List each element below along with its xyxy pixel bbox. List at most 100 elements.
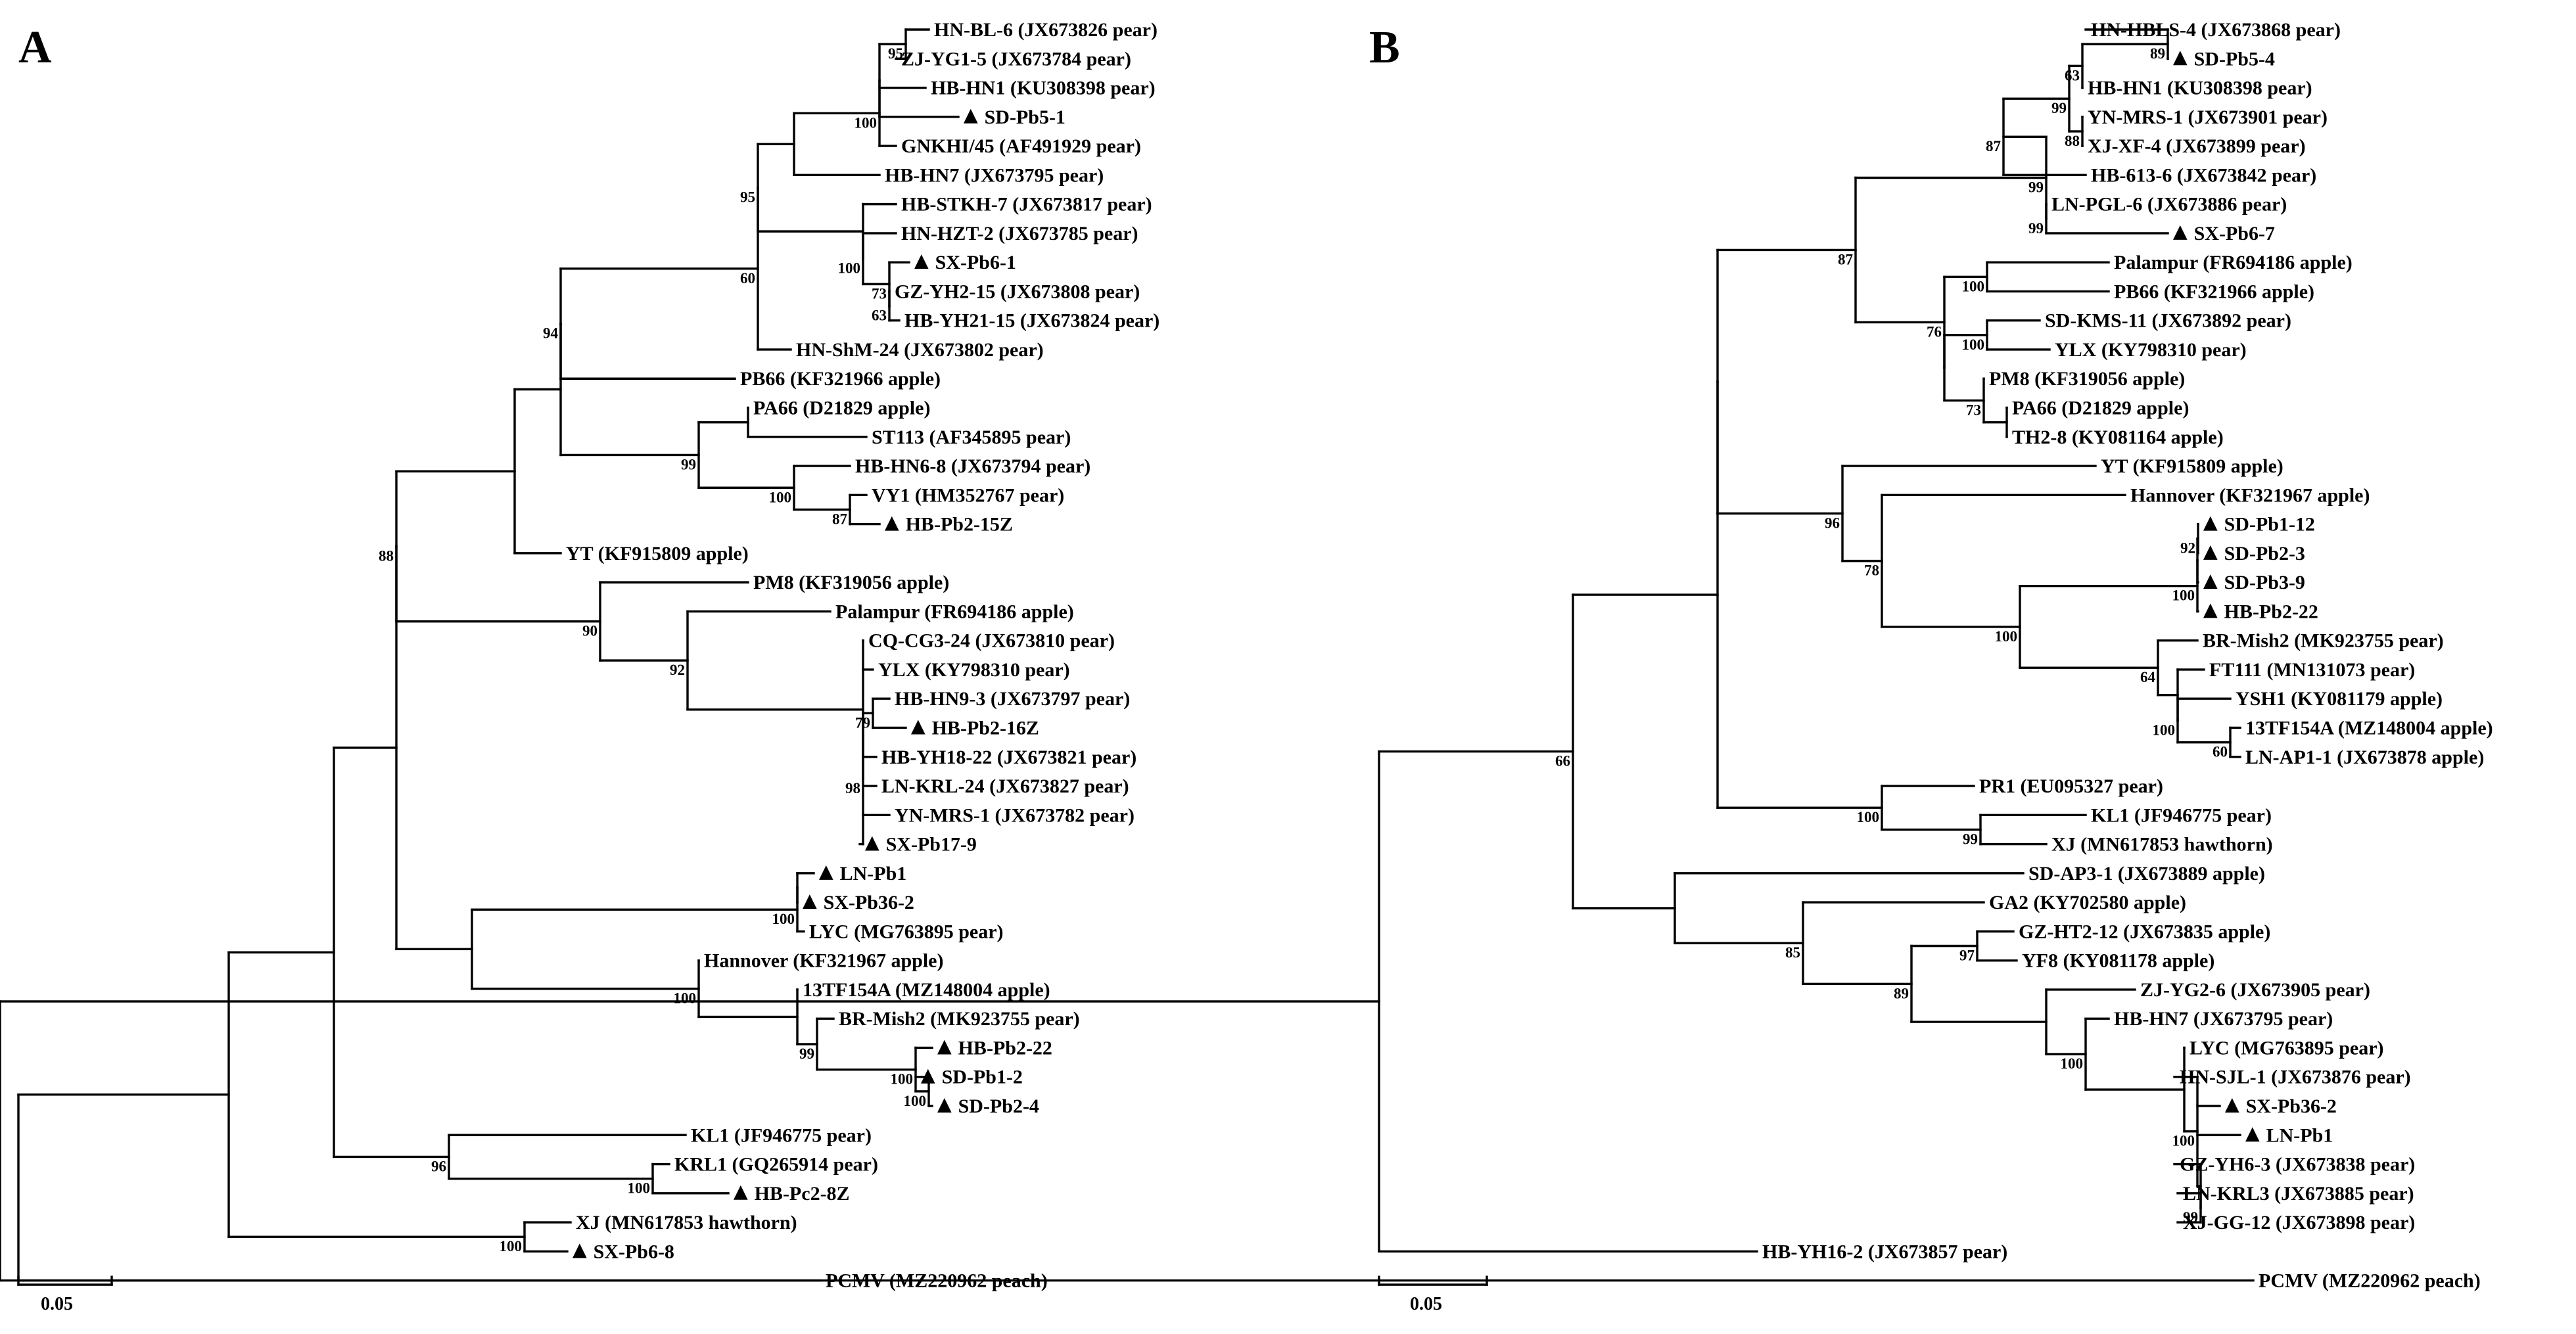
panel-label-b: B bbox=[1369, 22, 1400, 73]
leaf-label: BR-Mish2 (MK923755 pear) bbox=[2203, 630, 2444, 652]
bootstrap-value: 63 bbox=[872, 308, 887, 324]
bootstrap-value: 95 bbox=[740, 189, 755, 206]
leaf-label: GA2 (KY702580 apple) bbox=[1989, 892, 2186, 913]
bootstrap-value: 63 bbox=[2065, 67, 2080, 83]
leaf-label: HB-YH18-22 (JX673821 pear) bbox=[881, 747, 1136, 768]
bootstrap-value: 85 bbox=[1785, 944, 1800, 961]
leaf-label: PB66 (KF321966 apple) bbox=[740, 368, 941, 390]
isolate-marker-icon bbox=[914, 254, 929, 269]
bootstrap-value: 99 bbox=[1963, 831, 1978, 847]
leaf-label: YN-MRS-1 (JX673782 pear) bbox=[895, 804, 1135, 826]
leaf-label: HB-YH21-15 (JX673824 pear) bbox=[904, 310, 1159, 332]
leaf-label: HB-HN1 (KU308398 pear) bbox=[2088, 78, 2312, 99]
leaf-label: TH2-8 (KY081164 apple) bbox=[2012, 426, 2224, 448]
tree-panel-a: 9510063731009560948710099799892908810010… bbox=[17, 19, 1159, 1292]
leaf-label: XJ-GG-12 (JX673898 pear) bbox=[2183, 1212, 2415, 1233]
leaf-label: KL1 (JF946775 pear) bbox=[2091, 804, 2272, 826]
bootstrap-value: 100 bbox=[1995, 628, 2018, 645]
leaf-label: KRL1 (GQ265914 pear) bbox=[674, 1154, 878, 1176]
isolate-marker-icon bbox=[2225, 1097, 2239, 1113]
bootstrap-value: 100 bbox=[855, 114, 878, 131]
bootstrap-value: 98 bbox=[845, 780, 860, 796]
isolate-marker-icon bbox=[921, 1069, 935, 1084]
leaf-label: SX-Pb36-2 bbox=[2246, 1095, 2337, 1117]
leaf-label: HB-613-6 (JX673842 pear) bbox=[2091, 164, 2316, 186]
scale-bar-a: 0.05 bbox=[17, 1276, 113, 1314]
leaf-label: HB-HN6-8 (JX673794 pear) bbox=[855, 455, 1090, 477]
isolate-marker-icon bbox=[885, 516, 899, 531]
isolate-marker-icon bbox=[865, 836, 879, 851]
isolate-marker-icon bbox=[2245, 1127, 2260, 1142]
bootstrap-value: 100 bbox=[891, 1071, 914, 1088]
bootstrap-value: 92 bbox=[670, 662, 685, 678]
isolate-marker-icon bbox=[2203, 545, 2218, 560]
leaf-label: HB-HN7 (JX673795 pear) bbox=[885, 164, 1104, 186]
leaf-label: SD-Pb1-2 bbox=[942, 1067, 1023, 1088]
leaf-label: SD-Pb3-9 bbox=[2224, 572, 2305, 593]
leaf-label: PB66 (KF321966 apple) bbox=[2114, 281, 2314, 302]
leaf-label: PA66 (D21829 apple) bbox=[753, 398, 930, 419]
isolate-marker-icon bbox=[937, 1040, 952, 1055]
leaf-label: GZ-HT2-12 (JX673835 apple) bbox=[2019, 921, 2270, 942]
leaf-label: LYC (MG763895 pear) bbox=[809, 921, 1004, 942]
leaf-label: XJ (MN617853 hawthorn) bbox=[2051, 834, 2273, 856]
leaf-label: SX-Pb36-2 bbox=[824, 892, 914, 913]
leaf-label: HB-YH16-2 (JX673857 pear) bbox=[1762, 1241, 2007, 1262]
leaf-label: HB-Pb2-15Z bbox=[906, 514, 1013, 536]
leaf-label: PM8 (KF319056 apple) bbox=[753, 572, 949, 593]
leaf-label: LYC (MG763895 pear) bbox=[2190, 1037, 2384, 1059]
leaf-label: LN-Pb1 bbox=[2266, 1124, 2333, 1146]
leaf-label: HN-HZT-2 (JX673785 pear) bbox=[901, 223, 1138, 244]
bootstrap-value: 90 bbox=[582, 623, 597, 639]
bootstrap-value: 89 bbox=[1894, 985, 1909, 1001]
leaf-label: PR1 (EU095327 pear) bbox=[1979, 775, 2163, 797]
bootstrap-value: 87 bbox=[1838, 251, 1853, 267]
leaf-label: 13TF154A (MZ148004 apple) bbox=[2245, 717, 2493, 739]
panel-label-a: A bbox=[18, 22, 52, 73]
leaf-label: FT111 (MN131073 pear) bbox=[2209, 659, 2415, 681]
isolate-marker-icon bbox=[2173, 51, 2188, 66]
bootstrap-value: 100 bbox=[1962, 278, 1985, 294]
leaf-label: YF8 (KY081178 apple) bbox=[2022, 950, 2214, 972]
leaf-label: SD-AP3-1 (JX673889 apple) bbox=[2028, 863, 2265, 885]
bootstrap-value: 99 bbox=[2028, 179, 2044, 196]
bootstrap-value: 73 bbox=[872, 285, 887, 302]
leaf-label: HB-Pc2-8Z bbox=[755, 1183, 850, 1205]
bootstrap-value: 64 bbox=[2140, 669, 2156, 685]
leaf-label: Hannover (KF321967 apple) bbox=[2130, 484, 2370, 506]
bootstrap-value: 100 bbox=[2061, 1055, 2084, 1072]
bootstrap-value: 92 bbox=[2180, 540, 2195, 557]
bootstrap-value: 94 bbox=[543, 325, 559, 342]
bootstrap-value: 99 bbox=[2051, 100, 2067, 116]
leaf-label: Palampur (FR694186 apple) bbox=[2114, 252, 2353, 273]
isolate-marker-icon bbox=[964, 108, 978, 124]
bootstrap-value: 99 bbox=[2028, 220, 2044, 237]
bootstrap-value: 100 bbox=[1962, 336, 1985, 353]
bootstrap-value: 95 bbox=[888, 45, 903, 62]
leaf-label: SX-Pb17-9 bbox=[886, 834, 977, 856]
leaf-label: BR-Mish2 (MK923755 pear) bbox=[839, 1008, 1080, 1030]
bootstrap-value: 100 bbox=[769, 489, 792, 505]
leaf-label: HB-STKH-7 (JX673817 pear) bbox=[901, 194, 1152, 216]
leaf-label: SD-Pb5-1 bbox=[985, 106, 1066, 128]
bootstrap-value: 100 bbox=[772, 911, 795, 927]
scale-bar-label: 0.05 bbox=[1410, 1294, 1442, 1314]
leaf-label: PM8 (KF319056 apple) bbox=[1989, 368, 2185, 390]
leaf-label: GNKHI/45 (AF491929 pear) bbox=[901, 135, 1141, 157]
leaf-label: SD-Pb1-12 bbox=[2224, 514, 2315, 536]
leaf-label: PA66 (D21829 apple) bbox=[2012, 398, 2189, 419]
isolate-marker-icon bbox=[803, 894, 817, 909]
bootstrap-value: 97 bbox=[1959, 948, 1975, 964]
leaf-label: HN-ShM-24 (JX673802 pear) bbox=[796, 339, 1044, 361]
leaf-label: HN-HBLS-4 (JX673868 pear) bbox=[2091, 19, 2341, 41]
bootstrap-value: 76 bbox=[1927, 323, 1942, 340]
isolate-marker-icon bbox=[2173, 225, 2188, 240]
bootstrap-value: 100 bbox=[2153, 722, 2176, 738]
leaf-label: HB-Pb2-16Z bbox=[932, 717, 1039, 739]
bootstrap-value: 87 bbox=[1986, 138, 2001, 154]
leaf-label: CQ-CG3-24 (JX673810 pear) bbox=[868, 630, 1115, 652]
leaf-label: YLX (KY798310 pear) bbox=[878, 659, 1070, 681]
bootstrap-value: 73 bbox=[1966, 402, 1981, 418]
bootstrap-value: 88 bbox=[2065, 133, 2080, 149]
